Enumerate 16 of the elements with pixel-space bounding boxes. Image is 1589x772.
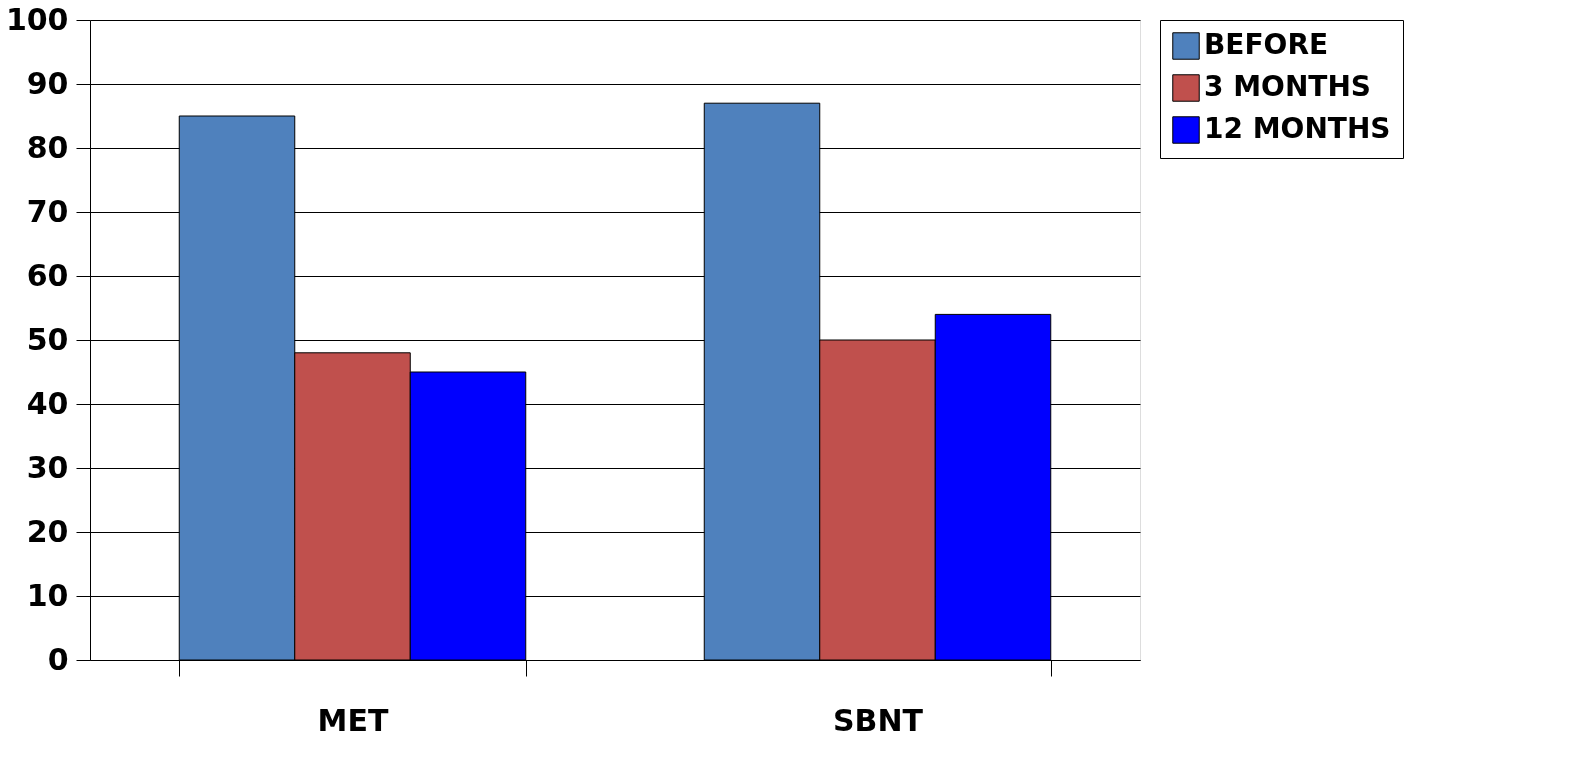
- y-tick-label: 30: [26, 449, 69, 485]
- legend-label: 12 MONTHS: [1204, 112, 1391, 145]
- y-tick-label: 40: [26, 385, 69, 421]
- x-tick-label: SBNT: [832, 702, 924, 738]
- y-tick-label: 100: [5, 1, 69, 37]
- y-tick-label: 70: [26, 193, 69, 229]
- x-tick-label: MET: [317, 702, 389, 738]
- y-tick-label: 60: [26, 257, 69, 293]
- y-tick-label: 90: [26, 65, 69, 101]
- y-tick-label: 0: [47, 641, 69, 677]
- y-tick-label: 20: [26, 513, 69, 549]
- legend-label: 3 MONTHS: [1204, 70, 1372, 103]
- legend-label: BEFORE: [1204, 28, 1329, 61]
- y-tick-label: 80: [26, 129, 69, 165]
- y-tick-label: 50: [26, 321, 69, 357]
- y-tick-label: 10: [26, 577, 69, 613]
